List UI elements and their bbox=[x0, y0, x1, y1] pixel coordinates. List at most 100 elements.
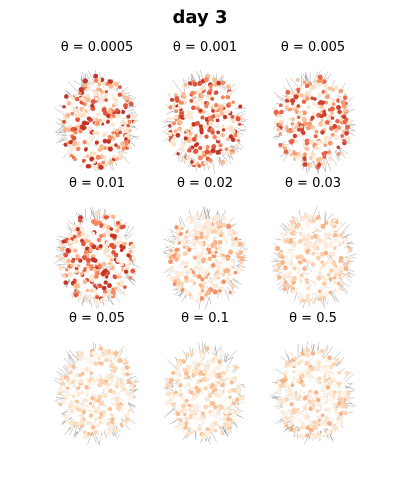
nodes bbox=[167, 74, 244, 169]
node bbox=[211, 276, 217, 282]
node bbox=[296, 408, 300, 412]
node bbox=[347, 255, 352, 261]
node bbox=[91, 231, 96, 236]
node bbox=[200, 258, 206, 264]
node bbox=[208, 372, 215, 378]
edge bbox=[205, 208, 207, 219]
edge bbox=[58, 134, 67, 136]
node bbox=[206, 371, 211, 375]
node bbox=[102, 387, 107, 392]
node bbox=[97, 382, 103, 388]
node bbox=[338, 88, 344, 94]
node bbox=[121, 245, 126, 250]
node bbox=[72, 234, 77, 239]
node bbox=[123, 95, 127, 99]
node bbox=[284, 255, 289, 259]
node bbox=[328, 277, 333, 282]
node bbox=[304, 277, 309, 282]
node bbox=[122, 413, 128, 418]
node bbox=[336, 239, 341, 244]
node bbox=[343, 95, 348, 100]
node bbox=[315, 251, 319, 255]
node bbox=[277, 253, 282, 258]
node bbox=[298, 279, 303, 284]
node bbox=[201, 150, 206, 155]
node bbox=[329, 428, 333, 433]
node bbox=[237, 241, 243, 247]
node bbox=[342, 103, 347, 109]
node bbox=[86, 262, 91, 267]
node bbox=[316, 276, 322, 281]
node bbox=[193, 100, 199, 106]
node bbox=[322, 109, 327, 114]
node bbox=[115, 392, 121, 398]
node bbox=[233, 270, 238, 275]
node bbox=[91, 244, 97, 250]
node bbox=[276, 127, 281, 132]
node bbox=[132, 395, 136, 399]
node bbox=[106, 383, 111, 387]
node bbox=[183, 425, 189, 430]
edge bbox=[344, 128, 356, 137]
node bbox=[301, 298, 305, 303]
node bbox=[81, 254, 88, 261]
node bbox=[212, 405, 218, 410]
node bbox=[91, 404, 96, 409]
node bbox=[334, 407, 338, 412]
node bbox=[220, 382, 225, 388]
node bbox=[216, 411, 222, 416]
node bbox=[89, 156, 95, 162]
edge bbox=[128, 112, 136, 115]
node bbox=[114, 356, 119, 361]
node bbox=[224, 147, 229, 151]
figure-title: day 3 bbox=[172, 7, 228, 28]
edge bbox=[127, 135, 139, 137]
node bbox=[115, 228, 120, 233]
node bbox=[99, 98, 105, 104]
node bbox=[179, 281, 184, 286]
node bbox=[185, 353, 190, 358]
node bbox=[80, 231, 86, 237]
node bbox=[122, 378, 128, 384]
node bbox=[84, 148, 88, 152]
node bbox=[90, 278, 94, 283]
node bbox=[340, 100, 346, 105]
node bbox=[310, 374, 315, 379]
node bbox=[335, 118, 340, 124]
node bbox=[94, 96, 99, 101]
node bbox=[328, 259, 333, 264]
node bbox=[217, 239, 223, 245]
node bbox=[321, 385, 326, 390]
node bbox=[279, 119, 283, 124]
edge bbox=[125, 232, 134, 240]
node bbox=[226, 422, 231, 428]
node bbox=[85, 121, 90, 126]
panel-2: θ = 0.001 bbox=[155, 40, 255, 180]
node bbox=[188, 423, 193, 428]
edge bbox=[277, 279, 287, 291]
node bbox=[232, 417, 237, 422]
node bbox=[94, 140, 99, 145]
node bbox=[178, 358, 183, 363]
node bbox=[79, 226, 85, 231]
node bbox=[191, 136, 197, 142]
node bbox=[74, 366, 80, 371]
node bbox=[284, 102, 289, 107]
node bbox=[168, 255, 174, 260]
node bbox=[173, 129, 178, 134]
node bbox=[94, 210, 100, 216]
node bbox=[194, 235, 199, 241]
node bbox=[337, 370, 342, 375]
node bbox=[101, 402, 105, 406]
node bbox=[82, 279, 88, 285]
node bbox=[72, 374, 78, 381]
node bbox=[227, 91, 233, 97]
node bbox=[60, 381, 65, 387]
node bbox=[329, 268, 334, 273]
node bbox=[311, 251, 316, 256]
node bbox=[308, 392, 313, 397]
node bbox=[206, 165, 211, 169]
node bbox=[104, 244, 108, 249]
node bbox=[229, 380, 234, 385]
node bbox=[317, 162, 322, 167]
